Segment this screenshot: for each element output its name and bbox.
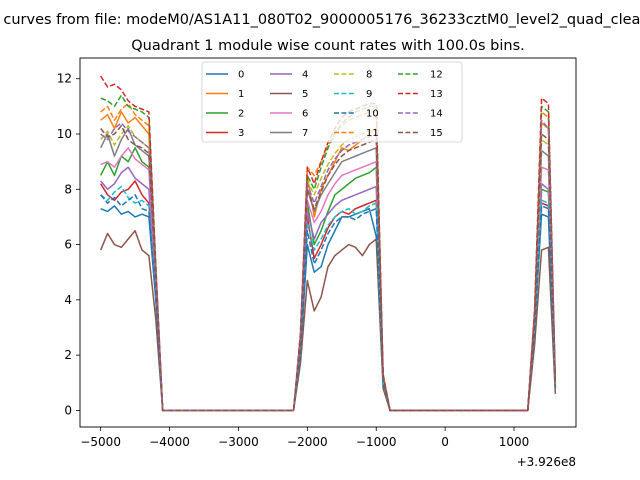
- y-tick-label: 10: [57, 127, 72, 141]
- legend-label-7: 7: [302, 128, 308, 139]
- legend-label-14: 14: [430, 109, 443, 120]
- series-line-4: [100, 166, 557, 412]
- series-line-6: [100, 147, 557, 412]
- figure-title: Light curves from file: modeM0/AS1A11_08…: [0, 12, 640, 28]
- x-tick-label: 0: [441, 435, 449, 449]
- series-line-1: [100, 111, 557, 412]
- legend-label-0: 0: [238, 70, 244, 81]
- x-tick-label: −5000: [80, 435, 121, 449]
- series-line-9: [100, 185, 557, 412]
- legend-label-11: 11: [366, 128, 379, 139]
- x-tick-label: −1000: [356, 435, 397, 449]
- legend-label-13: 13: [430, 89, 443, 100]
- legend-label-9: 9: [366, 89, 372, 100]
- legend-label-4: 4: [302, 70, 308, 81]
- x-axis: −5000 −4000 −3000 −2000 −1000 0 1000: [80, 427, 529, 449]
- legend-label-15: 15: [430, 128, 443, 139]
- x-tick-label: −4000: [149, 435, 190, 449]
- legend-label-2: 2: [238, 109, 244, 120]
- legend-label-12: 12: [430, 70, 443, 81]
- x-tick-label: 1000: [499, 435, 530, 449]
- legend-label-3: 3: [238, 128, 244, 139]
- y-tick-label: 4: [64, 293, 72, 307]
- series-line-5: [99, 230, 557, 412]
- chart-subtitle: Quadrant 1 module wise count rates with …: [131, 38, 525, 54]
- series-line-10: [100, 194, 557, 412]
- y-tick-label: 8: [64, 182, 72, 196]
- x-offset-label: +3.926e8: [517, 455, 576, 469]
- y-tick-label: 2: [64, 348, 72, 362]
- x-tick-label: −2000: [287, 435, 328, 449]
- y-tick-label: 0: [64, 403, 72, 417]
- series-line-15: [100, 124, 557, 412]
- y-tick-label: 12: [57, 72, 72, 86]
- y-tick-label: 6: [64, 238, 72, 252]
- legend-label-5: 5: [302, 89, 308, 100]
- series-line-2: [99, 147, 557, 412]
- series-line-0: [100, 205, 557, 412]
- series-line-3: [100, 180, 557, 412]
- legend-label-8: 8: [366, 70, 372, 81]
- x-tick-label: −3000: [218, 435, 259, 449]
- plot-frame: [79, 57, 577, 428]
- legend-label-6: 6: [302, 109, 308, 120]
- legend-label-1: 1: [238, 89, 244, 100]
- legend-label-10: 10: [366, 109, 379, 120]
- y-axis: 0 2 4 6 8 10 12: [57, 72, 80, 417]
- legend-box: [201, 61, 463, 143]
- series-layer: [99, 75, 557, 412]
